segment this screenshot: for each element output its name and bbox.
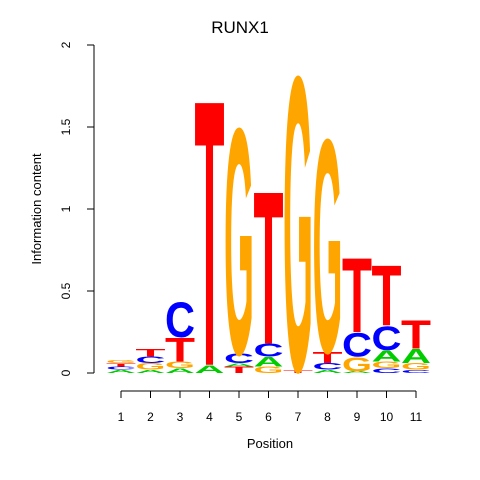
x-tick-label: 4 [206, 410, 213, 424]
logo-letter-A: A [106, 369, 136, 374]
logo-letter-A: A [195, 363, 225, 376]
y-tick-label: 1.5 [59, 118, 73, 135]
logo-letter-A: A [342, 371, 372, 374]
logo-letter-T: T [254, 146, 284, 390]
logo-letter-T: T [372, 247, 402, 344]
x-tick-label: 8 [324, 410, 331, 424]
y-axis-label: Information content [29, 153, 44, 265]
logo-letter-A: A [372, 347, 402, 365]
logo-letter-G: G [165, 360, 195, 370]
logo-letter-A: A [313, 369, 343, 374]
logo-letter-A: A [401, 344, 431, 367]
x-tick-label: 10 [380, 410, 394, 424]
x-tick-label: 6 [265, 410, 272, 424]
logo-letter-C: C [254, 340, 284, 360]
logo-letter-A: A [165, 367, 195, 375]
logo-letter-G: G [283, 0, 313, 460]
logo-letter-G: G [254, 365, 284, 375]
logo-letter-G: G [136, 362, 166, 372]
logo-letter-T: T [195, 21, 225, 446]
logo-letter-C: C [106, 366, 136, 371]
x-tick-label: 11 [410, 410, 423, 424]
logo-letter-T: T [165, 331, 195, 369]
logo-letter-T: T [106, 362, 136, 367]
y-tick-label: 0 [59, 369, 73, 376]
logo-letter-C: C [165, 291, 195, 348]
y-axis: 0 0.5 1 1.5 2 [59, 41, 95, 376]
logo-letter-C: C [401, 369, 431, 374]
logo-letter-C: C [313, 362, 343, 372]
logo-letter-T: T [342, 236, 372, 356]
logo-letter-C: C [342, 327, 372, 365]
logo-letter-C: C [136, 355, 166, 365]
x-axis: 1 2 3 4 5 6 7 8 9 10 11 [118, 390, 423, 424]
logo-letter-A: A [224, 362, 254, 367]
logo-letter-T: T [401, 311, 431, 357]
y-tick-label: 2 [59, 41, 73, 48]
x-tick-label: 3 [177, 410, 184, 424]
logo-letter-T: T [136, 346, 166, 359]
y-tick-label: 0.5 [59, 282, 73, 299]
logo-letter-T: T [283, 369, 313, 374]
x-tick-label: 2 [147, 410, 154, 424]
logo-letter-C: C [372, 367, 402, 375]
logo-letter-A: A [136, 369, 166, 374]
x-tick-label: 1 [118, 410, 125, 424]
chart-title: RUNX1 [211, 18, 269, 37]
x-tick-label: 7 [295, 410, 302, 424]
logo-letter-G: G [401, 362, 431, 372]
logo-letter-G: G [224, 60, 254, 422]
x-axis-label: Position [247, 436, 293, 451]
y-tick-label: 1 [59, 205, 73, 212]
logo-letter-C: C [224, 351, 254, 366]
logo-letter-A: A [254, 354, 284, 369]
logo-letter-G: G [342, 353, 372, 376]
logo-letter-G: G [313, 77, 343, 418]
logo-letter-C: C [372, 320, 402, 358]
logo-letter-T: T [313, 349, 343, 367]
logo-letter-T: T [224, 365, 255, 375]
logo-letter-G: G [106, 359, 136, 364]
x-tick-label: 9 [354, 410, 361, 424]
x-tick-label: 5 [236, 410, 243, 424]
logo-letter-G: G [372, 360, 402, 370]
